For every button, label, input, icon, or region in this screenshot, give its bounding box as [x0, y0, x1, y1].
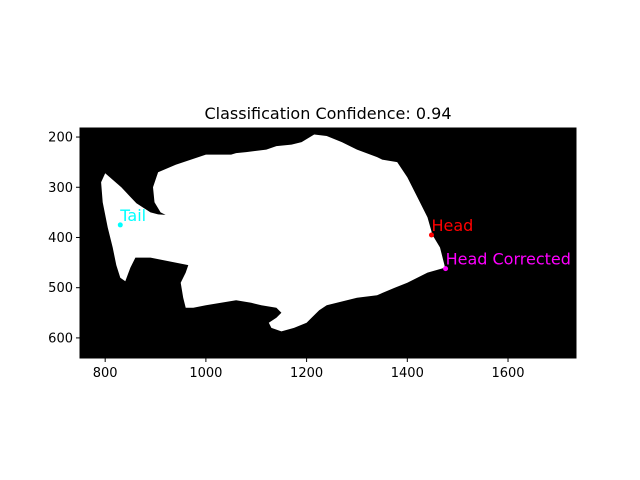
x-axis: 800 1000 1200 1400 1600: [93, 358, 525, 381]
y-tick-label: 400: [48, 231, 73, 246]
y-tick-label: 500: [48, 281, 73, 296]
x-tick-label: 1000: [189, 366, 222, 381]
points-layer: Tail Head Head Corrected: [117, 206, 571, 272]
head-point: [428, 232, 434, 238]
chart-title: Classification Confidence: 0.94: [204, 104, 451, 123]
x-tick-label: 800: [93, 366, 118, 381]
tail-label: Tail: [119, 206, 146, 225]
fish-silhouette: [101, 134, 446, 332]
y-tick-label: 300: [48, 181, 73, 196]
x-tick-label: 1600: [491, 366, 524, 381]
x-tick-label: 1400: [391, 366, 424, 381]
tail-point: [117, 222, 123, 228]
axes-frame: [79, 127, 577, 359]
y-axis: 200 300 400 500 600: [48, 131, 80, 346]
head-corrected-point: [443, 266, 449, 272]
head-corrected-label: Head Corrected: [446, 250, 571, 269]
y-tick-label: 600: [48, 331, 73, 346]
silhouette-layer: [101, 134, 446, 332]
head-label: Head: [431, 216, 473, 235]
y-tick-label: 200: [48, 131, 73, 146]
x-tick-label: 1200: [290, 366, 323, 381]
